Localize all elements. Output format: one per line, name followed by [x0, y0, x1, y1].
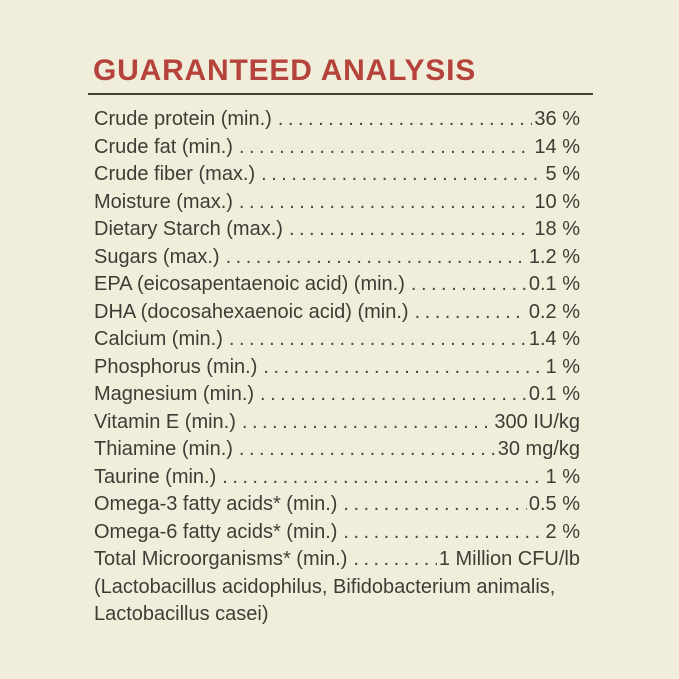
- nutrient-value: 1.2 %: [528, 245, 580, 268]
- analysis-row: Omega-3 fatty acids* (min.) ............…: [88, 491, 593, 519]
- analysis-rows: Crude protein (min.) ...................…: [88, 106, 593, 574]
- analysis-row: Phosphorus (min.) ......................…: [88, 354, 593, 382]
- nutrient-value: 1 %: [545, 355, 580, 378]
- nutrient-label: Calcium (min.): [94, 328, 223, 350]
- analysis-row: Crude fat (min.) .......................…: [88, 134, 593, 162]
- dot-leader: ........................................…: [238, 190, 533, 213]
- nutrient-label: Phosphorus (min.): [94, 355, 258, 378]
- nutrient-value: 1 %: [545, 465, 580, 488]
- dot-leader: ........................................…: [241, 410, 493, 433]
- nutrient-label: Crude fiber (max.): [94, 163, 256, 185]
- analysis-row: DHA (docosahexaenoic acid) (min.) ......…: [88, 299, 593, 327]
- nutrient-label: Thiamine (min.): [94, 438, 233, 460]
- nutrient-value: 0.2 %: [528, 300, 580, 323]
- analysis-row: Moisture (max.) ........................…: [88, 189, 593, 217]
- dot-leader: ........................................…: [263, 355, 543, 378]
- nutrient-label: Omega-6 fatty acids* (min.): [94, 520, 338, 543]
- dot-leader: ........................................…: [353, 548, 436, 570]
- dot-leader: ........................................…: [222, 465, 544, 488]
- dot-leader: ........................................…: [238, 438, 496, 460]
- dot-leader: ........................................…: [238, 135, 533, 158]
- nutrient-value: 1.4 %: [528, 328, 580, 350]
- dot-leader: ........................................…: [228, 328, 527, 350]
- nutrient-value: 10 %: [534, 190, 580, 213]
- dot-leader: ........................................…: [277, 108, 533, 130]
- nutrient-value: 36 %: [534, 108, 580, 130]
- analysis-row: Omega-6 fatty acids* (min.) ............…: [88, 519, 593, 547]
- analysis-row: Dietary Starch (max.) ..................…: [88, 216, 593, 244]
- guaranteed-analysis-panel: GUARANTEED ANALYSIS Crude protein (min.)…: [88, 55, 593, 629]
- nutrient-value: 1 Million CFU/lb: [438, 548, 580, 570]
- nutrient-value: 300 IU/kg: [494, 410, 580, 433]
- dot-leader: ........................................…: [414, 300, 527, 323]
- panel-title: GUARANTEED ANALYSIS: [93, 54, 477, 87]
- dot-leader: ........................................…: [225, 245, 527, 268]
- nutrient-value: 2 %: [545, 520, 580, 543]
- dot-leader: ........................................…: [260, 383, 527, 405]
- dot-leader: ........................................…: [261, 163, 543, 185]
- analysis-row: Calcium (min.) .........................…: [88, 326, 593, 354]
- dot-leader: ........................................…: [288, 218, 532, 240]
- analysis-row: Total Microorganisms* (min.) ...........…: [88, 546, 593, 574]
- analysis-row: Taurine (min.) .........................…: [88, 464, 593, 492]
- dot-leader: ........................................…: [343, 493, 527, 515]
- nutrient-label: Dietary Starch (max.): [94, 218, 283, 240]
- nutrient-label: EPA (eicosapentaenoic acid) (min.): [94, 273, 405, 295]
- analysis-row: Sugars (max.) ..........................…: [88, 244, 593, 272]
- nutrient-label: Taurine (min.): [94, 465, 217, 488]
- dot-leader: ........................................…: [343, 520, 544, 543]
- analysis-row: EPA (eicosapentaenoic acid) (min.) .....…: [88, 271, 593, 299]
- microorganism-species-note: (Lactobacillus acidophilus, Bifidobacter…: [94, 575, 556, 626]
- analysis-row: Thiamine (min.) ........................…: [88, 436, 593, 464]
- nutrient-label: Vitamin E (min.): [94, 410, 236, 433]
- nutrient-value: 14 %: [534, 135, 580, 158]
- nutrient-label: Sugars (max.): [94, 245, 220, 268]
- nutrient-label: Total Microorganisms* (min.): [94, 548, 348, 570]
- nutrient-value: 0.1 %: [528, 383, 580, 405]
- nutrient-value: 30 mg/kg: [497, 438, 580, 460]
- analysis-row: Vitamin E (min.) .......................…: [88, 409, 593, 437]
- nutrient-value: 0.5 %: [528, 493, 580, 515]
- title-divider: [88, 93, 593, 95]
- nutrient-label: Crude protein (min.): [94, 108, 272, 130]
- analysis-row: Magnesium (min.) .......................…: [88, 381, 593, 409]
- nutrient-value: 5 %: [545, 163, 580, 185]
- nutrient-value: 0.1 %: [528, 273, 580, 295]
- nutrient-label: Omega-3 fatty acids* (min.): [94, 493, 338, 515]
- nutrient-value: 18 %: [534, 218, 580, 240]
- nutrient-label: Moisture (max.): [94, 190, 233, 213]
- nutrient-label: Crude fat (min.): [94, 135, 233, 158]
- nutrient-label: DHA (docosahexaenoic acid) (min.): [94, 300, 409, 323]
- analysis-row: Crude fiber (max.) .....................…: [88, 161, 593, 189]
- analysis-row: Crude protein (min.) ...................…: [88, 106, 593, 134]
- nutrient-label: Magnesium (min.): [94, 383, 255, 405]
- dot-leader: ........................................…: [410, 273, 527, 295]
